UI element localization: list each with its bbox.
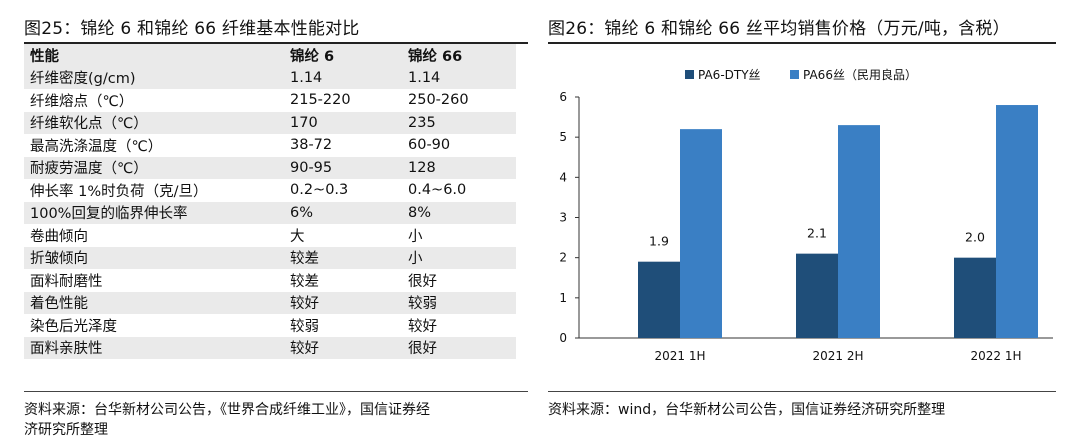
column-header: 锦纶 6 bbox=[290, 48, 335, 65]
table-cell: 卷曲倾向 bbox=[30, 228, 88, 245]
table-row: 卷曲倾向 大 小 bbox=[24, 224, 516, 247]
table-cell: 折皱倾向 bbox=[30, 251, 88, 268]
table-cell: 较弱 bbox=[290, 318, 319, 335]
table-cell: 很好 bbox=[408, 273, 437, 290]
data-label: 2.0 bbox=[965, 230, 985, 245]
table-cell: 小 bbox=[408, 251, 423, 268]
table-cell: 纤维软化点（℃） bbox=[30, 116, 148, 133]
table-cell: 着色性能 bbox=[30, 296, 88, 313]
table-row: 最高洗涤温度（℃） 38-72 60-90 bbox=[24, 134, 516, 157]
table-cell: 小 bbox=[408, 228, 423, 245]
source-line: 济研究所整理 bbox=[24, 422, 108, 438]
fiber-properties-table: 性能 锦纶 6 锦纶 66 纤维密度(g/cm) 1.14 1.14 纤维熔点（℃） 2… bbox=[24, 44, 516, 359]
y-tick-label: 5 bbox=[559, 130, 567, 144]
y-tick-label: 6 bbox=[559, 90, 567, 104]
table-cell: 128 bbox=[408, 159, 436, 176]
title-rule bbox=[548, 42, 1056, 44]
chart-title: 图26：锦纶 6 和锦纶 66 丝平均销售价格（万元/吨，含税） bbox=[548, 19, 1010, 39]
table-title: 图25：锦纶 6 和锦纶 66 纤维基本性能对比 bbox=[24, 19, 360, 39]
bar-pa66 bbox=[996, 105, 1038, 339]
table-cell: 0.4~6.0 bbox=[408, 182, 467, 199]
data-label: 1.9 bbox=[649, 234, 669, 249]
x-tick-label: 2021 1H bbox=[654, 349, 705, 363]
bar-pa6 bbox=[954, 257, 996, 338]
table-row: 纤维软化点（℃） 170 235 bbox=[24, 111, 516, 134]
table-source-note: 资料来源：台华新材公司公告，《世界合成纤维工业》，国信证券经 济研究所整理 bbox=[24, 400, 430, 440]
table-cell: 较好 bbox=[408, 318, 437, 335]
table-cell: 250-260 bbox=[408, 92, 469, 109]
table-cell: 1.14 bbox=[290, 69, 323, 86]
table-row: 折皱倾向 较差 小 bbox=[24, 246, 516, 269]
bar-pa6 bbox=[796, 253, 838, 338]
table-cell: 100%回复的临界伸长率 bbox=[30, 206, 188, 223]
legend-swatch bbox=[790, 70, 799, 79]
table-row: 纤维熔点（℃） 215-220 250-260 bbox=[24, 89, 516, 112]
table-cell: 染色后光泽度 bbox=[30, 318, 117, 335]
table-cell: 170 bbox=[290, 114, 318, 131]
table-cell: 纤维密度(g/cm) bbox=[30, 71, 136, 88]
table-row: 面料耐磨性 较差 很好 bbox=[24, 269, 516, 292]
table-cell: 6% bbox=[290, 204, 314, 221]
table-cell: 8% bbox=[408, 204, 432, 221]
table-cell: 较好 bbox=[290, 296, 319, 313]
bar-pa66 bbox=[680, 129, 722, 338]
data-label: 2.1 bbox=[807, 226, 827, 241]
source-rule bbox=[548, 391, 1056, 392]
table-cell: 38-72 bbox=[290, 137, 333, 154]
table-row: 耐疲劳温度（℃） 90-95 128 bbox=[24, 156, 516, 179]
bar-pa6 bbox=[638, 261, 680, 338]
bar-pa66 bbox=[838, 125, 880, 338]
column-header: 锦纶 66 bbox=[408, 48, 463, 65]
title-rule bbox=[24, 42, 528, 44]
table-cell: 面料亲肤性 bbox=[30, 341, 103, 358]
x-tick-label: 2021 2H bbox=[812, 349, 863, 363]
price-bar-chart: 0 1 2 3 4 5 6 1.9 2021 1H 2.1 2021 2H 2.0 2022 1H PA6… bbox=[559, 67, 1053, 363]
table-cell: 较差 bbox=[290, 251, 319, 268]
table-cell: 伸长率 1%时负荷（克/旦） bbox=[30, 183, 208, 200]
chart-source-note: 资料来源：wind，台华新材公司公告，国信证券经济研究所整理 bbox=[548, 402, 946, 418]
y-tick-label: 4 bbox=[559, 170, 567, 184]
table-cell: 大 bbox=[290, 228, 305, 245]
table-cell: 0.2~0.3 bbox=[290, 182, 349, 199]
table-cell: 215-220 bbox=[290, 92, 351, 109]
table-cell: 235 bbox=[408, 114, 436, 131]
legend-label: PA66丝（民用良品） bbox=[803, 67, 917, 82]
table-cell: 耐疲劳温度（℃） bbox=[30, 161, 148, 178]
table-cell: 较差 bbox=[290, 273, 319, 290]
table-cell: 1.14 bbox=[408, 69, 441, 86]
table-cell: 很好 bbox=[408, 341, 437, 358]
table-cell: 60-90 bbox=[408, 137, 451, 154]
y-tick-label: 3 bbox=[559, 211, 567, 225]
table-row: 100%回复的临界伸长率 6% 8% bbox=[24, 201, 516, 224]
x-tick-label: 2022 1H bbox=[970, 349, 1021, 363]
table-cell: 面料耐磨性 bbox=[30, 273, 103, 290]
table-row: 纤维密度(g/cm) 1.14 1.14 bbox=[24, 66, 516, 89]
table-row: 面料亲肤性 较好 很好 bbox=[24, 336, 516, 359]
table-cell: 最高洗涤温度（℃） bbox=[30, 138, 163, 155]
table-cell: 较弱 bbox=[408, 296, 437, 313]
y-tick-label: 2 bbox=[559, 251, 567, 265]
source-line: 资料来源：台华新材公司公告，《世界合成纤维工业》，国信证券经 bbox=[24, 402, 430, 418]
source-rule bbox=[24, 391, 528, 392]
legend-swatch bbox=[685, 70, 694, 79]
table-cell: 纤维熔点（℃） bbox=[30, 93, 134, 110]
y-tick-label: 0 bbox=[559, 331, 567, 345]
legend-label: PA6-DTY丝 bbox=[698, 68, 761, 82]
table-cell: 90-95 bbox=[290, 159, 333, 176]
column-header: 性能 bbox=[30, 48, 59, 65]
table-header-row: 性能 锦纶 6 锦纶 66 bbox=[24, 44, 516, 67]
table-body: 纤维密度(g/cm) 1.14 1.14 纤维熔点（℃） 215-220 250-260 纤… bbox=[24, 66, 516, 359]
table-row: 伸长率 1%时负荷（克/旦） 0.2~0.3 0.4~6.0 bbox=[24, 179, 516, 202]
y-tick-label: 1 bbox=[559, 291, 567, 305]
table-row: 染色后光泽度 较弱 较好 bbox=[24, 314, 516, 337]
table-row: 着色性能 较好 较弱 bbox=[24, 291, 516, 314]
table-cell: 较好 bbox=[290, 341, 319, 358]
